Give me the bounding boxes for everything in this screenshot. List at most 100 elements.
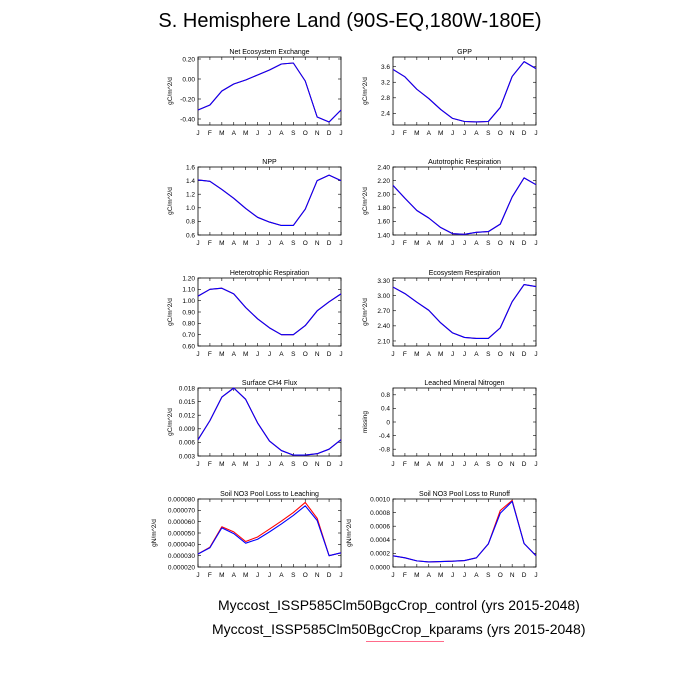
plot-frame [392, 277, 537, 347]
x-tick-label: A [279, 130, 284, 137]
y-tick-label: 0.000060 [168, 519, 195, 526]
y-tick-label: 3.00 [377, 293, 390, 300]
series-line-control [197, 387, 342, 456]
plot-frame [392, 387, 537, 457]
x-tick-label: N [510, 351, 515, 358]
x-tick-label: J [196, 240, 199, 247]
x-tick-label: A [427, 461, 432, 468]
y-tick-label: 0.00 [182, 76, 195, 83]
x-tick-label: O [303, 130, 308, 137]
x-tick-label: J [256, 130, 259, 137]
y-tick-label: 0.003 [179, 453, 196, 460]
y-tick-label: 1.20 [182, 275, 195, 282]
panel-title: Soil NO3 Pool Loss to Leaching [220, 491, 319, 498]
series-line-kparams [197, 62, 342, 123]
x-tick-label: J [339, 461, 342, 468]
y-axis-label: gC/m^2/d [167, 187, 174, 215]
x-tick-label: M [414, 461, 419, 468]
x-tick-label: D [327, 351, 332, 358]
x-tick-label: D [327, 240, 332, 247]
x-tick-label: F [208, 351, 212, 358]
x-tick-label: S [486, 351, 491, 358]
y-tick-label: 0.6 [186, 232, 195, 239]
y-tick-label: 0.006 [179, 440, 196, 447]
y-tick-label: 3.30 [377, 278, 390, 285]
series-line-control [392, 283, 537, 339]
x-tick-label: M [243, 130, 248, 137]
x-tick-label: A [232, 240, 237, 247]
x-tick-label: J [196, 130, 199, 137]
y-tick-label: 0.009 [179, 426, 196, 433]
x-tick-label: A [474, 240, 479, 247]
series-line-kparams [197, 387, 342, 456]
panel-title: Surface CH4 Flux [242, 380, 298, 387]
series-line-kparams [197, 174, 342, 227]
y-tick-label: 2.10 [377, 338, 390, 345]
x-tick-label: F [208, 130, 212, 137]
x-tick-label: J [463, 461, 466, 468]
y-tick-label: 0.0000 [370, 564, 390, 571]
x-tick-label: J [268, 240, 271, 247]
plot-frame [392, 166, 537, 236]
x-tick-label: S [291, 130, 296, 137]
x-tick-label: M [219, 461, 224, 468]
y-axis-label: gC/m^2/d [362, 77, 369, 105]
y-tick-label: 0.015 [179, 399, 196, 406]
x-tick-label: M [243, 572, 248, 579]
x-tick-label: J [256, 461, 259, 468]
y-tick-label: 0.000030 [168, 553, 195, 560]
x-tick-label: O [303, 240, 308, 247]
x-tick-label: J [391, 461, 394, 468]
x-tick-label: M [414, 351, 419, 358]
x-tick-label: A [427, 130, 432, 137]
x-tick-label: O [498, 240, 503, 247]
y-axis-label: gN/m^2/d [346, 519, 353, 547]
plot-frame [197, 498, 342, 568]
x-tick-label: A [279, 351, 284, 358]
x-tick-label: M [414, 572, 419, 579]
x-tick-label: M [414, 130, 419, 137]
y-tick-label: 1.10 [182, 287, 195, 294]
x-tick-label: J [451, 130, 454, 137]
y-tick-label: 0.0006 [370, 524, 390, 531]
panel-title: Autotrophic Respiration [428, 159, 501, 166]
x-tick-label: J [196, 351, 199, 358]
series-line-control [392, 61, 537, 123]
x-tick-label: D [522, 461, 527, 468]
x-tick-label: J [339, 130, 342, 137]
y-tick-label: 1.4 [186, 178, 195, 185]
x-tick-label: S [486, 461, 491, 468]
x-tick-label: J [391, 572, 394, 579]
y-tick-label: -0.4 [379, 433, 391, 440]
panel-title: Net Ecosystem Exchange [229, 49, 309, 56]
x-tick-label: O [498, 351, 503, 358]
x-tick-label: F [208, 461, 212, 468]
x-tick-label: O [303, 461, 308, 468]
y-tick-label: 2.70 [377, 308, 390, 315]
y-tick-label: 0.000040 [168, 542, 195, 549]
y-tick-label: 1.40 [377, 232, 390, 239]
x-tick-label: F [403, 240, 407, 247]
x-tick-label: J [256, 240, 259, 247]
x-tick-label: J [534, 461, 537, 468]
x-tick-label: D [327, 572, 332, 579]
y-tick-label: -0.8 [379, 447, 391, 454]
x-tick-label: A [427, 240, 432, 247]
series-line-kparams [197, 287, 342, 336]
y-tick-label: 0.60 [182, 343, 195, 350]
series-line-control [197, 501, 342, 557]
x-tick-label: A [279, 461, 284, 468]
y-axis-label: gN/m^2/d [151, 519, 158, 547]
x-tick-label: A [474, 572, 479, 579]
x-tick-label: A [279, 572, 284, 579]
x-tick-label: J [268, 572, 271, 579]
y-tick-label: 2.00 [377, 192, 390, 199]
y-tick-label: 0.0002 [370, 551, 390, 558]
y-tick-label: 2.4 [381, 111, 390, 118]
x-tick-label: J [463, 240, 466, 247]
